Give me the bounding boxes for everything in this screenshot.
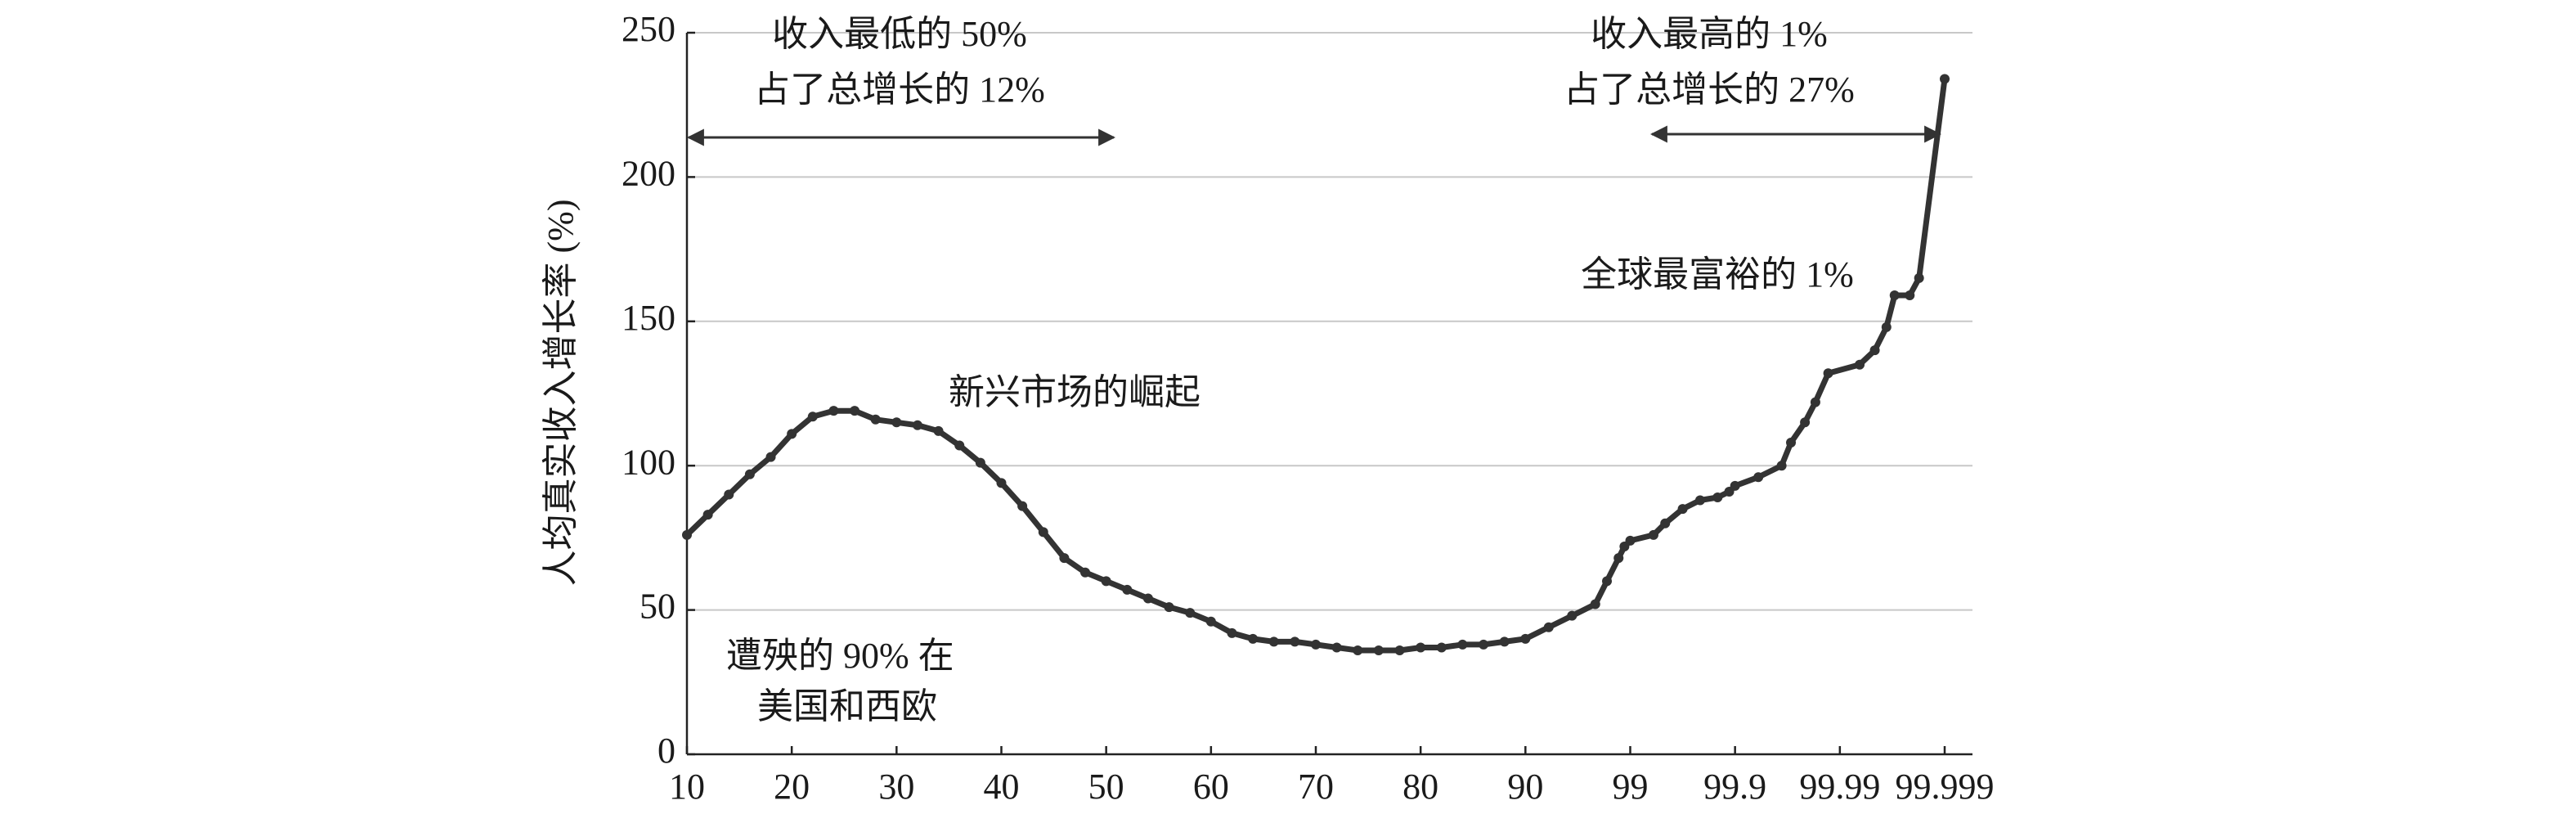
x-tick-label: 50 xyxy=(1088,767,1124,807)
annotation: 占了总增长的 27% xyxy=(1564,70,1855,110)
data-point xyxy=(891,417,902,428)
data-point xyxy=(1776,461,1787,471)
data-point xyxy=(1855,359,1865,370)
data-point xyxy=(912,420,922,430)
data-point xyxy=(1613,553,1624,564)
data-point xyxy=(870,414,881,425)
x-tick-label: 80 xyxy=(1402,767,1438,807)
data-point xyxy=(1712,492,1723,503)
data-point xyxy=(1730,480,1740,491)
data-point xyxy=(744,469,755,479)
data-point xyxy=(1520,633,1531,644)
data-point xyxy=(1311,639,1321,650)
data-point xyxy=(933,425,944,436)
data-point xyxy=(1889,290,1900,301)
data-point xyxy=(1122,584,1133,595)
data-point xyxy=(1590,599,1600,609)
x-tick-label: 70 xyxy=(1298,767,1334,807)
x-tick-label: 99 xyxy=(1613,767,1649,807)
data-point xyxy=(1479,639,1489,650)
x-tick-label: 99.99 xyxy=(1799,767,1880,807)
data-point xyxy=(1373,645,1384,655)
y-tick-label: 150 xyxy=(622,298,675,338)
data-point xyxy=(1905,290,1915,301)
data-point xyxy=(1227,627,1237,638)
data-point xyxy=(1786,437,1797,447)
data-point xyxy=(1038,527,1048,537)
x-tick-label: 90 xyxy=(1507,767,1543,807)
data-point xyxy=(1394,645,1405,655)
x-tick-label: 10 xyxy=(669,767,705,807)
data-point xyxy=(1753,472,1764,483)
data-point xyxy=(1499,636,1510,647)
annotation: 美国和西欧 xyxy=(757,686,937,726)
data-point xyxy=(1660,518,1671,528)
data-point xyxy=(1017,501,1028,511)
data-point xyxy=(1543,622,1554,632)
y-tick-label: 50 xyxy=(640,587,675,627)
data-point xyxy=(828,406,839,416)
data-point xyxy=(1268,636,1279,647)
data-point xyxy=(1823,368,1833,379)
x-tick-label: 99.9 xyxy=(1703,767,1766,807)
data-point xyxy=(1080,567,1091,578)
annotation: 收入最高的 1% xyxy=(1591,14,1828,54)
data-point xyxy=(787,429,797,439)
data-point xyxy=(1416,642,1426,653)
data-line xyxy=(684,78,1948,654)
data-point xyxy=(1800,417,1811,428)
data-point xyxy=(1290,636,1300,647)
data-point xyxy=(1059,553,1070,564)
data-point xyxy=(1185,608,1196,618)
data-point xyxy=(1625,535,1636,546)
y-tick-label: 100 xyxy=(622,442,675,482)
annotation: 新兴市场的崛起 xyxy=(949,372,1200,412)
data-point xyxy=(1331,642,1342,653)
data-point xyxy=(1353,645,1363,655)
data-point xyxy=(1881,322,1892,332)
data-point xyxy=(1602,576,1613,587)
x-tick-label: 99.999 xyxy=(1896,767,1995,807)
data-point xyxy=(702,510,713,520)
data-point xyxy=(975,457,985,468)
data-point xyxy=(1677,504,1688,515)
data-point xyxy=(1205,616,1216,627)
annotation: 全球最富裕的 1% xyxy=(1581,254,1854,295)
data-point xyxy=(1648,529,1658,540)
x-tick-label: 60 xyxy=(1193,767,1229,807)
data-point xyxy=(1940,74,1950,84)
x-tick-label: 30 xyxy=(878,767,914,807)
y-tick-label: 0 xyxy=(657,731,675,771)
data-point xyxy=(1436,642,1447,653)
data-point xyxy=(1694,495,1705,506)
data-point xyxy=(1914,272,1924,283)
annotation: 收入最低的 50% xyxy=(772,14,1027,54)
y-tick-label: 200 xyxy=(622,153,675,193)
y-tick-label: 250 xyxy=(622,9,675,49)
data-point xyxy=(1869,345,1880,356)
data-point xyxy=(1101,576,1111,587)
y-axis-title: 人均真实收入增长率 (%) xyxy=(541,200,581,587)
data-point xyxy=(682,529,692,540)
grid xyxy=(687,32,1972,611)
annotation: 遭殃的 90% 在 xyxy=(726,636,954,676)
x-tick-label: 40 xyxy=(984,767,1020,807)
data-point xyxy=(1567,610,1577,621)
data-point xyxy=(1164,602,1174,613)
data-point xyxy=(996,478,1007,488)
data-point xyxy=(1248,633,1259,644)
data-point xyxy=(807,412,818,422)
data-point xyxy=(765,452,776,462)
data-point xyxy=(1457,639,1468,650)
x-tick-label: 20 xyxy=(774,767,810,807)
data-point xyxy=(850,406,860,416)
data-point xyxy=(1810,397,1820,407)
data-point xyxy=(724,489,734,500)
annotation: 占了总增长的 12% xyxy=(754,70,1045,110)
data-point xyxy=(954,440,965,451)
data-point xyxy=(1142,593,1153,604)
